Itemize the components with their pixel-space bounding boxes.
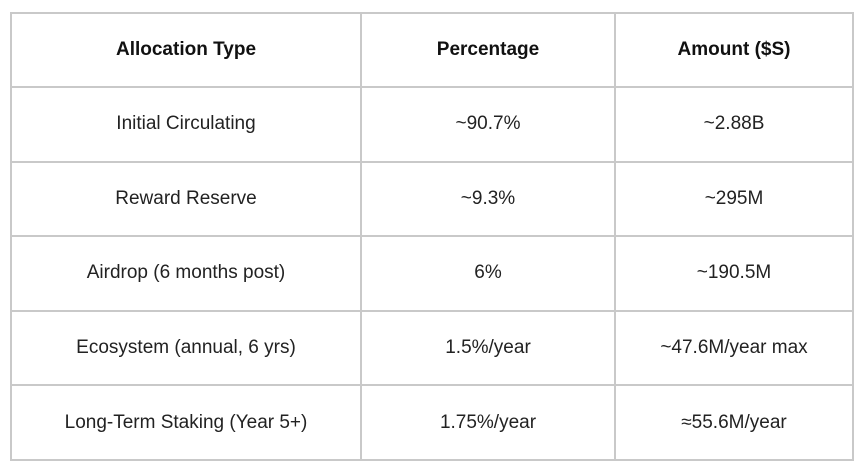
allocation-table: Allocation Type Percentage Amount ($S) I… bbox=[10, 12, 854, 461]
cell-allocation-type: Long-Term Staking (Year 5+) bbox=[10, 384, 362, 461]
table-header-row: Allocation Type Percentage Amount ($S) bbox=[10, 12, 854, 88]
cell-percentage: ~90.7% bbox=[360, 86, 616, 163]
table-row: Long-Term Staking (Year 5+) 1.75%/year ≈… bbox=[10, 384, 854, 461]
cell-percentage: 1.75%/year bbox=[360, 384, 616, 461]
cell-allocation-type: Ecosystem (annual, 6 yrs) bbox=[10, 309, 362, 387]
cell-amount: ≈55.6M/year bbox=[614, 384, 854, 461]
table-row: Ecosystem (annual, 6 yrs) 1.5%/year ~47.… bbox=[10, 309, 854, 387]
cell-allocation-type: Reward Reserve bbox=[10, 160, 362, 238]
cell-percentage: 6% bbox=[360, 235, 616, 312]
cell-percentage: 1.5%/year bbox=[360, 309, 616, 387]
cell-percentage: ~9.3% bbox=[360, 160, 616, 238]
header-allocation-type: Allocation Type bbox=[10, 12, 362, 88]
cell-allocation-type: Airdrop (6 months post) bbox=[10, 235, 362, 312]
cell-amount: ~295M bbox=[614, 160, 854, 238]
cell-amount: ~47.6M/year max bbox=[614, 309, 854, 387]
header-percentage: Percentage bbox=[360, 12, 616, 88]
allocation-table-container: Allocation Type Percentage Amount ($S) I… bbox=[10, 12, 854, 461]
header-amount: Amount ($S) bbox=[614, 12, 854, 88]
table-row: Airdrop (6 months post) 6% ~190.5M bbox=[10, 235, 854, 312]
cell-amount: ~2.88B bbox=[614, 86, 854, 163]
table-row: Initial Circulating ~90.7% ~2.88B bbox=[10, 86, 854, 163]
table-row: Reward Reserve ~9.3% ~295M bbox=[10, 160, 854, 238]
cell-amount: ~190.5M bbox=[614, 235, 854, 312]
cell-allocation-type: Initial Circulating bbox=[10, 86, 362, 163]
